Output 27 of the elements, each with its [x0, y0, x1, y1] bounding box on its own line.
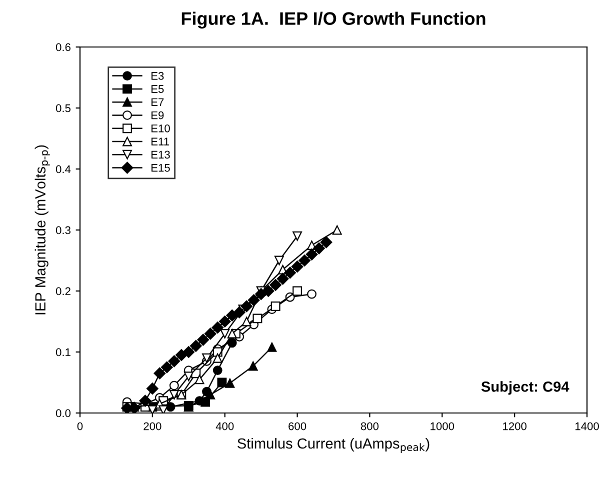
x-tick-label: 800: [360, 422, 379, 430]
legend-label: E3: [152, 72, 164, 80]
chart-title: Figure 1A. IEP I/O Growth Function: [182, 12, 486, 29]
y-tick-label: 0.0: [56, 409, 71, 418]
x-tick-label: 0: [77, 422, 83, 430]
x-tick-label: 1400: [575, 422, 599, 430]
x-tick-label: 1000: [430, 422, 454, 430]
y-tick-label: 0.1: [56, 348, 70, 356]
y-tick-label: 0.6: [56, 43, 70, 52]
y-tick-label: 0.5: [56, 104, 71, 112]
legend-label: E7: [152, 98, 164, 106]
y-tick-label: 0.2: [56, 287, 70, 296]
x-axis-title: Stimulus Current (uAmps$_{peak}$): [238, 438, 430, 454]
annotation: Subject: C94: [481, 381, 570, 395]
legend-label: E10: [152, 124, 170, 132]
x-tick-label: 600: [288, 422, 306, 430]
x-tick-label: 1200: [503, 422, 526, 430]
y-tick-label: 0.4: [56, 165, 71, 174]
legend-label: E11: [152, 138, 169, 146]
x-tick-label: 400: [216, 422, 234, 430]
x-tick-label: 200: [144, 422, 162, 430]
y-tick-label: 0.3: [56, 226, 70, 234]
legend-label: E13: [152, 150, 170, 159]
legend-label: E9: [152, 111, 164, 120]
legend-label: E5: [152, 85, 164, 93]
y-axis-title: IEP Magnitude (mVolts$_{p-p}$): [34, 145, 50, 314]
legend-label: E15: [152, 164, 170, 172]
